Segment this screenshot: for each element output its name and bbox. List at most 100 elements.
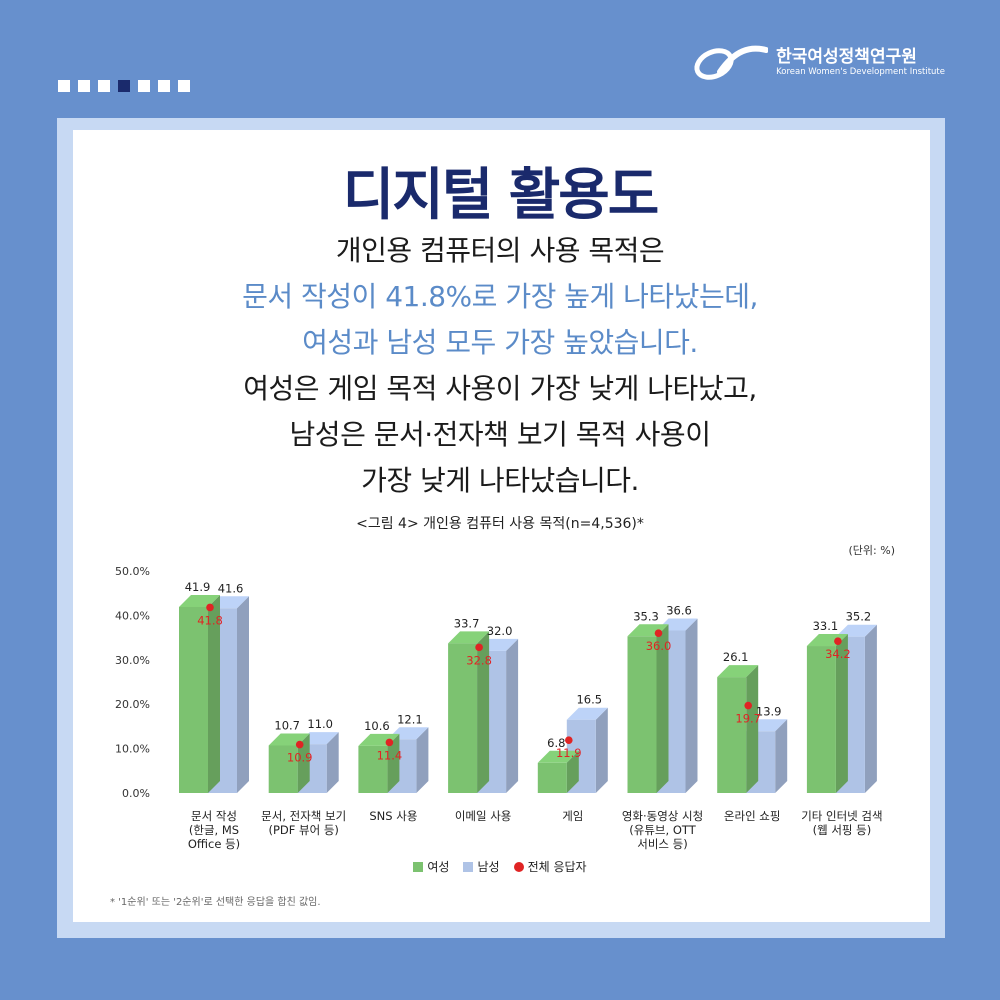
value-label-male: 12.1: [397, 712, 423, 726]
body-line: 개인용 컴퓨터의 사용 목적은: [335, 234, 665, 267]
y-tick-label: 0.0%: [122, 787, 150, 800]
value-label-total: 36.0: [646, 639, 672, 653]
value-label-female: 41.9: [185, 580, 211, 594]
bar-side: [685, 618, 698, 793]
value-label-total: 32.8: [466, 653, 492, 667]
value-label-total: 34.2: [825, 647, 851, 661]
value-label-total: 41.8: [197, 613, 223, 627]
value-label-male: 41.6: [218, 581, 244, 595]
bar-side: [416, 727, 429, 793]
y-tick-label: 20.0%: [115, 698, 150, 711]
value-label-total: 10.9: [287, 751, 313, 765]
bar-female: [268, 745, 298, 793]
total-marker: [206, 603, 214, 612]
y-tick-label: 30.0%: [115, 654, 150, 667]
value-label-female: 10.6: [364, 719, 390, 733]
value-label-female: 6.8: [547, 736, 565, 750]
total-marker: [654, 629, 663, 637]
bar-side: [656, 624, 669, 793]
bar-side: [326, 732, 339, 793]
bar-side: [387, 733, 400, 793]
bar-top: [566, 707, 608, 720]
bar-side: [864, 624, 877, 793]
total-marker: [744, 701, 752, 710]
category-label: 문서, 전자책 보기: [261, 809, 346, 823]
bar-female: [537, 762, 567, 793]
value-label-total: 19.7: [735, 712, 761, 726]
total-marker: [565, 736, 573, 744]
bar-female: [806, 646, 836, 793]
bar-side: [835, 634, 848, 793]
legend-swatch-female: [413, 861, 424, 872]
org-logo: 한국여성정책연구원 Korean Women's Development Ins…: [690, 42, 945, 82]
page-title: 디지털 활용도: [342, 163, 660, 228]
y-tick-label: 40.0%: [115, 609, 150, 622]
category-label: (PDF 뷰어 등): [268, 823, 338, 837]
org-name-ko: 한국여성정책연구원: [776, 46, 917, 67]
y-tick-label: 50.0%: [115, 565, 150, 578]
bar-side: [595, 707, 608, 793]
value-label-female: 26.1: [723, 650, 749, 664]
category-label: (웹 서핑 등): [813, 823, 872, 837]
page-dot-active: [118, 80, 130, 92]
legend-item-total: 전체 응답자: [513, 858, 587, 875]
bar-female: [448, 643, 478, 793]
value-label-male: 11.0: [307, 717, 333, 731]
page-dot: [78, 80, 90, 92]
bar-side: [746, 665, 759, 793]
chart-legend: 여성 남성 전체 응답자: [0, 858, 1000, 875]
bar-top: [537, 750, 579, 763]
y-tick-label: 10.0%: [115, 743, 150, 756]
bar-side: [566, 750, 579, 793]
page-dot: [158, 80, 170, 92]
value-label-male: 36.6: [666, 603, 692, 617]
body-line: 가장 낮게 나타났습니다.: [361, 464, 639, 497]
bar-side: [297, 733, 310, 793]
category-label: 기타 인터넷 검색: [801, 809, 882, 823]
category-label: SNS 사용: [369, 809, 417, 823]
page-dot: [98, 80, 110, 92]
page-dot: [58, 80, 70, 92]
legend-item-female: 여성: [413, 858, 449, 875]
legend-swatch-male: [463, 861, 474, 872]
body-line: 남성은 문서·전자책 보기 목적 사용이: [289, 418, 711, 451]
value-label-male: 35.2: [846, 610, 872, 624]
category-label: 영화·동영상 시청: [622, 809, 703, 823]
bar-side: [208, 594, 220, 793]
category-label: Office 등): [188, 837, 240, 851]
category-label: 문서 작성: [191, 809, 237, 823]
bar-top: [717, 665, 759, 678]
legend-item-male: 남성: [463, 858, 500, 875]
chart-title: <그림 4> 개인용 컴퓨터 사용 목적(n=4,536)*: [356, 516, 644, 532]
value-label-male: 16.5: [576, 693, 602, 707]
value-label-female: 33.1: [813, 619, 839, 633]
total-marker: [475, 643, 483, 652]
value-label-male: 32.0: [487, 624, 513, 638]
category-label: 이메일 사용: [455, 809, 512, 823]
body-line-highlight: 문서 작성이 41.8%로 가장 높게 나타났는데,: [242, 280, 758, 313]
bar-female: [179, 606, 208, 793]
bar-female: [717, 677, 747, 793]
body-line: 여성은 게임 목적 사용이 가장 낮게 나타났고,: [243, 372, 757, 405]
bar-female: [627, 636, 657, 793]
bar-female: [358, 745, 388, 793]
category-label: (유튜브, OTT: [629, 823, 696, 837]
footnote: * '1순위' 또는 '2순위'로 선택한 응답을 합친 값임.: [110, 897, 321, 908]
total-marker: [385, 738, 394, 747]
bar-side: [237, 596, 249, 793]
legend-label-total: 전체 응답자: [527, 860, 587, 874]
category-label: 게임: [562, 809, 583, 823]
value-label-female: 35.3: [633, 609, 659, 623]
legend-marker-total: [513, 861, 524, 872]
legend-label-female: 여성: [427, 860, 450, 874]
total-marker: [834, 637, 842, 645]
category-label: (한글, MS: [189, 823, 239, 837]
body-text: 개인용 컴퓨터의 사용 목적은 문서 작성이 41.8%로 가장 높게 나타났는…: [0, 228, 1000, 504]
bar-side: [775, 719, 788, 793]
chart-unit: (단위: %): [848, 544, 895, 557]
value-label-female: 33.7: [454, 616, 480, 630]
value-label-female: 10.7: [274, 718, 300, 732]
category-label: 서비스 등): [637, 837, 687, 851]
value-label-male: 13.9: [756, 704, 782, 718]
